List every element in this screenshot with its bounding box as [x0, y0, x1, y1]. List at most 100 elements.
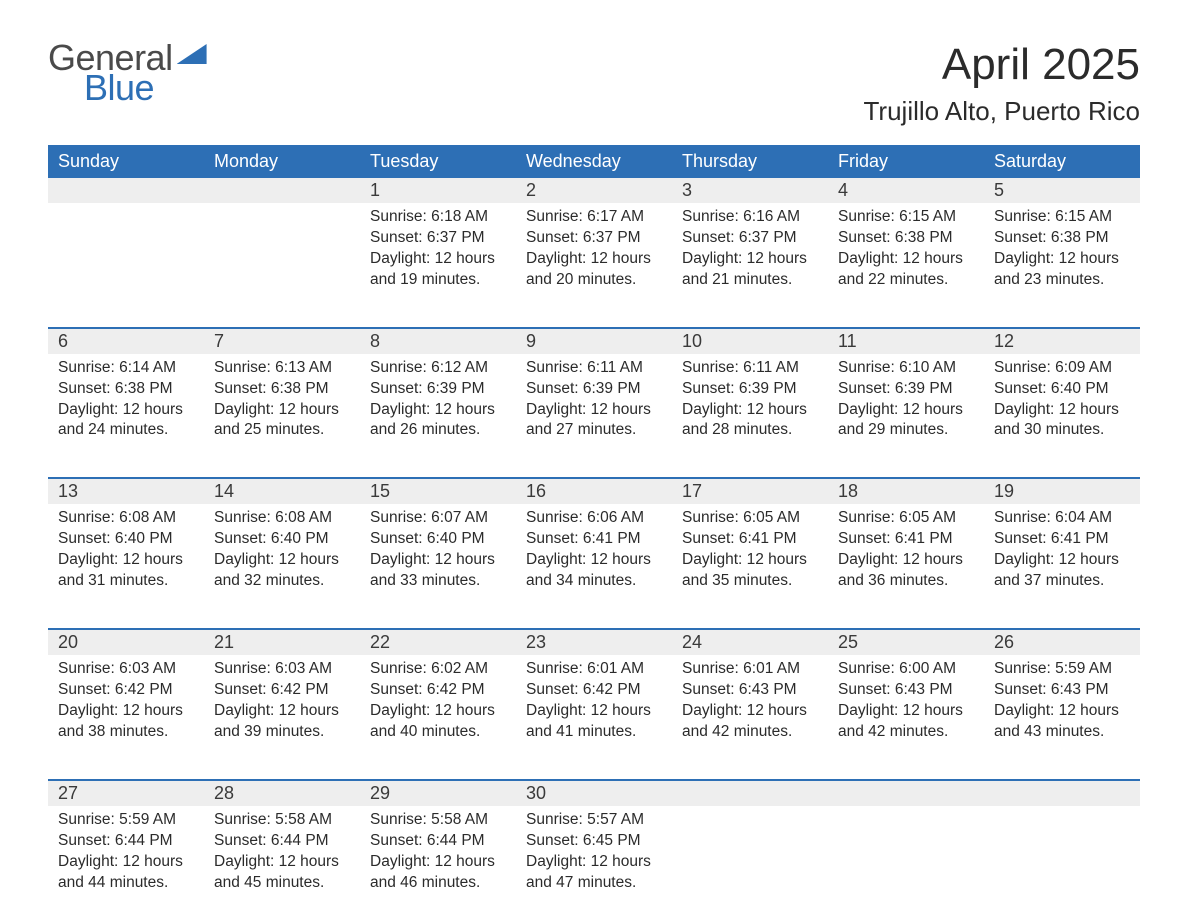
- sunrise-text: Sunrise: 5:59 AM: [58, 810, 194, 831]
- sunrise-text: Sunrise: 6:18 AM: [370, 207, 506, 228]
- location: Trujillo Alto, Puerto Rico: [864, 96, 1140, 127]
- daynum-row: 27282930: [48, 779, 1140, 806]
- day-number: 7: [204, 329, 360, 354]
- month-title: April 2025: [864, 40, 1140, 90]
- day-number: 8: [360, 329, 516, 354]
- daylight-text: Daylight: 12 hours and 39 minutes.: [214, 701, 350, 743]
- day-cell: Sunrise: 6:09 AMSunset: 6:40 PMDaylight:…: [984, 354, 1140, 464]
- daylight-text: Daylight: 12 hours and 25 minutes.: [214, 400, 350, 442]
- sunset-text: Sunset: 6:43 PM: [994, 680, 1130, 701]
- daybody-row: Sunrise: 6:03 AMSunset: 6:42 PMDaylight:…: [48, 655, 1140, 765]
- sunrise-text: Sunrise: 6:02 AM: [370, 659, 506, 680]
- sunrise-text: Sunrise: 6:11 AM: [526, 358, 662, 379]
- day-cell: Sunrise: 6:05 AMSunset: 6:41 PMDaylight:…: [828, 504, 984, 614]
- sunrise-text: Sunrise: 6:05 AM: [838, 508, 974, 529]
- daylight-text: Daylight: 12 hours and 35 minutes.: [682, 550, 818, 592]
- week-row: 20212223242526Sunrise: 6:03 AMSunset: 6:…: [48, 628, 1140, 765]
- sunrise-text: Sunrise: 6:15 AM: [994, 207, 1130, 228]
- day-cell: Sunrise: 6:13 AMSunset: 6:38 PMDaylight:…: [204, 354, 360, 464]
- sunset-text: Sunset: 6:38 PM: [214, 379, 350, 400]
- day-cell: Sunrise: 6:14 AMSunset: 6:38 PMDaylight:…: [48, 354, 204, 464]
- sunset-text: Sunset: 6:39 PM: [526, 379, 662, 400]
- sunrise-text: Sunrise: 6:07 AM: [370, 508, 506, 529]
- daylight-text: Daylight: 12 hours and 33 minutes.: [370, 550, 506, 592]
- day-number: 20: [48, 630, 204, 655]
- daylight-text: Daylight: 12 hours and 23 minutes.: [994, 249, 1130, 291]
- sunrise-text: Sunrise: 5:57 AM: [526, 810, 662, 831]
- sunset-text: Sunset: 6:42 PM: [214, 680, 350, 701]
- day-number: 18: [828, 479, 984, 504]
- daybody-row: Sunrise: 6:18 AMSunset: 6:37 PMDaylight:…: [48, 203, 1140, 313]
- daylight-text: Daylight: 12 hours and 34 minutes.: [526, 550, 662, 592]
- day-of-week-header: Sunday Monday Tuesday Wednesday Thursday…: [48, 145, 1140, 178]
- sunrise-text: Sunrise: 6:15 AM: [838, 207, 974, 228]
- day-number: 26: [984, 630, 1140, 655]
- day-cell: Sunrise: 6:07 AMSunset: 6:40 PMDaylight:…: [360, 504, 516, 614]
- day-cell: Sunrise: 6:11 AMSunset: 6:39 PMDaylight:…: [516, 354, 672, 464]
- sunset-text: Sunset: 6:42 PM: [58, 680, 194, 701]
- day-cell: Sunrise: 5:59 AMSunset: 6:44 PMDaylight:…: [48, 806, 204, 916]
- week-row: 13141516171819Sunrise: 6:08 AMSunset: 6:…: [48, 477, 1140, 614]
- sunset-text: Sunset: 6:44 PM: [370, 831, 506, 852]
- day-number: [48, 178, 204, 203]
- sunrise-text: Sunrise: 6:00 AM: [838, 659, 974, 680]
- daylight-text: Daylight: 12 hours and 38 minutes.: [58, 701, 194, 743]
- sunset-text: Sunset: 6:37 PM: [526, 228, 662, 249]
- sunrise-text: Sunrise: 6:04 AM: [994, 508, 1130, 529]
- daylight-text: Daylight: 12 hours and 32 minutes.: [214, 550, 350, 592]
- day-cell: Sunrise: 5:58 AMSunset: 6:44 PMDaylight:…: [204, 806, 360, 916]
- daylight-text: Daylight: 12 hours and 24 minutes.: [58, 400, 194, 442]
- sunset-text: Sunset: 6:38 PM: [994, 228, 1130, 249]
- sunset-text: Sunset: 6:37 PM: [370, 228, 506, 249]
- daybody-row: Sunrise: 6:14 AMSunset: 6:38 PMDaylight:…: [48, 354, 1140, 464]
- daylight-text: Daylight: 12 hours and 29 minutes.: [838, 400, 974, 442]
- daylight-text: Daylight: 12 hours and 44 minutes.: [58, 852, 194, 894]
- sunset-text: Sunset: 6:40 PM: [214, 529, 350, 550]
- sunset-text: Sunset: 6:41 PM: [838, 529, 974, 550]
- daylight-text: Daylight: 12 hours and 41 minutes.: [526, 701, 662, 743]
- sunrise-text: Sunrise: 6:01 AM: [682, 659, 818, 680]
- dow-thursday: Thursday: [672, 145, 828, 178]
- sunset-text: Sunset: 6:39 PM: [370, 379, 506, 400]
- day-number: [984, 781, 1140, 806]
- daylight-text: Daylight: 12 hours and 47 minutes.: [526, 852, 662, 894]
- day-cell: [672, 806, 828, 916]
- day-number: 3: [672, 178, 828, 203]
- daylight-text: Daylight: 12 hours and 45 minutes.: [214, 852, 350, 894]
- day-number: 21: [204, 630, 360, 655]
- sunrise-text: Sunrise: 6:01 AM: [526, 659, 662, 680]
- day-cell: Sunrise: 6:04 AMSunset: 6:41 PMDaylight:…: [984, 504, 1140, 614]
- sunset-text: Sunset: 6:42 PM: [370, 680, 506, 701]
- day-number: [828, 781, 984, 806]
- sunrise-text: Sunrise: 6:05 AM: [682, 508, 818, 529]
- day-number: 25: [828, 630, 984, 655]
- day-number: 29: [360, 781, 516, 806]
- day-number: [204, 178, 360, 203]
- day-cell: Sunrise: 5:59 AMSunset: 6:43 PMDaylight:…: [984, 655, 1140, 765]
- daylight-text: Daylight: 12 hours and 21 minutes.: [682, 249, 818, 291]
- week-row: 6789101112Sunrise: 6:14 AMSunset: 6:38 P…: [48, 327, 1140, 464]
- daylight-text: Daylight: 12 hours and 19 minutes.: [370, 249, 506, 291]
- daylight-text: Daylight: 12 hours and 22 minutes.: [838, 249, 974, 291]
- brand-word2: Blue: [84, 70, 207, 106]
- sunrise-text: Sunrise: 6:09 AM: [994, 358, 1130, 379]
- dow-sunday: Sunday: [48, 145, 204, 178]
- day-cell: Sunrise: 5:57 AMSunset: 6:45 PMDaylight:…: [516, 806, 672, 916]
- daylight-text: Daylight: 12 hours and 31 minutes.: [58, 550, 194, 592]
- day-number: 19: [984, 479, 1140, 504]
- day-number: 13: [48, 479, 204, 504]
- sunrise-text: Sunrise: 6:12 AM: [370, 358, 506, 379]
- sunset-text: Sunset: 6:41 PM: [994, 529, 1130, 550]
- day-number: 12: [984, 329, 1140, 354]
- dow-monday: Monday: [204, 145, 360, 178]
- daylight-text: Daylight: 12 hours and 42 minutes.: [682, 701, 818, 743]
- sunrise-text: Sunrise: 6:03 AM: [214, 659, 350, 680]
- daylight-text: Daylight: 12 hours and 46 minutes.: [370, 852, 506, 894]
- day-cell: Sunrise: 6:18 AMSunset: 6:37 PMDaylight:…: [360, 203, 516, 313]
- daylight-text: Daylight: 12 hours and 43 minutes.: [994, 701, 1130, 743]
- daynum-row: 6789101112: [48, 327, 1140, 354]
- day-cell: Sunrise: 6:01 AMSunset: 6:43 PMDaylight:…: [672, 655, 828, 765]
- sunrise-text: Sunrise: 6:17 AM: [526, 207, 662, 228]
- day-number: 14: [204, 479, 360, 504]
- day-cell: Sunrise: 6:10 AMSunset: 6:39 PMDaylight:…: [828, 354, 984, 464]
